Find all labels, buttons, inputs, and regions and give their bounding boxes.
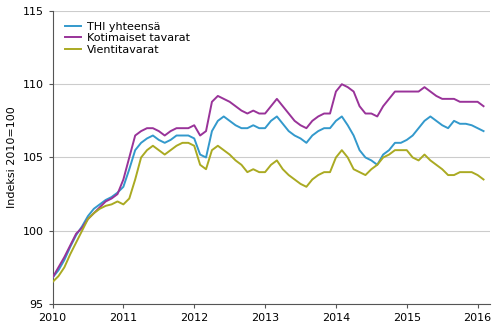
Vientitavarat	[298, 182, 304, 186]
THI yhteensä	[220, 115, 226, 118]
Kotimaiset tavarat	[445, 97, 451, 101]
THI yhteensä	[445, 126, 451, 130]
Kotimaiset tavarat	[191, 123, 197, 127]
Legend: THI yhteensä, Kotimaiset tavarat, Vientitavarat: THI yhteensä, Kotimaiset tavarat, Vienti…	[62, 19, 192, 57]
THI yhteensä	[144, 137, 150, 141]
Line: Vientitavarat: Vientitavarat	[52, 143, 484, 282]
Vientitavarat	[197, 163, 203, 167]
THI yhteensä	[50, 276, 56, 280]
Vientitavarat	[180, 141, 186, 145]
THI yhteensä	[480, 129, 486, 133]
Kotimaiset tavarat	[138, 129, 144, 133]
Y-axis label: Indeksi 2010=100: Indeksi 2010=100	[7, 107, 17, 208]
Kotimaiset tavarat	[339, 82, 345, 86]
THI yhteensä	[298, 137, 304, 141]
Vientitavarat	[50, 280, 56, 284]
Kotimaiset tavarat	[480, 104, 486, 108]
Kotimaiset tavarat	[144, 126, 150, 130]
Kotimaiset tavarat	[50, 276, 56, 280]
Vientitavarat	[138, 155, 144, 159]
Kotimaiset tavarat	[292, 119, 298, 123]
THI yhteensä	[138, 141, 144, 145]
Line: Kotimaiset tavarat: Kotimaiset tavarat	[52, 84, 484, 278]
Vientitavarat	[292, 178, 298, 182]
Line: THI yhteensä: THI yhteensä	[52, 116, 484, 278]
Vientitavarat	[144, 148, 150, 152]
Vientitavarat	[445, 173, 451, 177]
Kotimaiset tavarat	[286, 112, 292, 115]
THI yhteensä	[292, 134, 298, 138]
THI yhteensä	[191, 137, 197, 141]
Vientitavarat	[480, 178, 486, 182]
